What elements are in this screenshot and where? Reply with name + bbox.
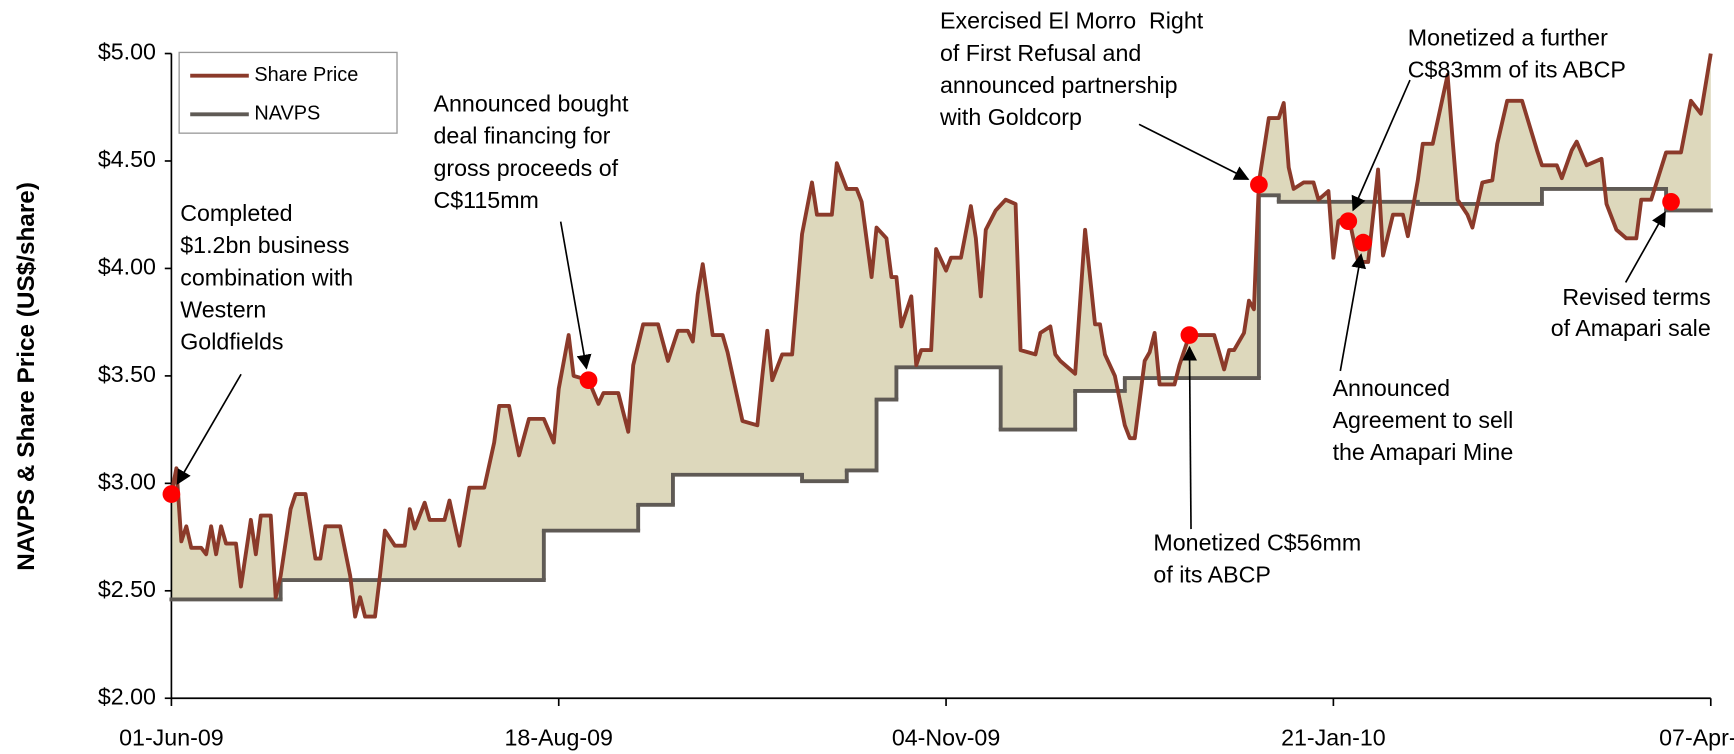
- y-tick-label: $3.00: [98, 468, 156, 494]
- legend-label: NAVPS: [254, 103, 320, 125]
- x-tick-label: 04-Nov-09: [892, 724, 1000, 750]
- annotation-arrow: [1339, 253, 1367, 372]
- annotation: Announced Agreement to sell the Amapari Mi…: [1333, 233, 1514, 465]
- x-tick-label: 21-Jan-10: [1281, 724, 1386, 750]
- x-tick-label: 18-Aug-09: [505, 724, 613, 750]
- y-axis-title: NAVPS & Share Price (US$/share): [13, 182, 40, 571]
- annotation-text: of First Refusal and: [940, 40, 1141, 66]
- annotation-arrow: [1351, 79, 1411, 212]
- share-price-line: [169, 53, 1713, 619]
- annotation-arrow: [1182, 345, 1198, 530]
- legend: Share Price NAVPS: [178, 51, 398, 134]
- y-tick-label: $4.00: [98, 254, 156, 280]
- x-tick-label: 01-Jun-09: [119, 724, 224, 750]
- y-tick-label: $5.00: [98, 39, 156, 65]
- annotation-text: deal financing for: [433, 123, 610, 149]
- event-marker: [1354, 233, 1373, 252]
- annotation-text: combination with: [180, 264, 353, 290]
- event-marker: [579, 371, 598, 390]
- y-tick-label: $4.50: [98, 146, 156, 172]
- event-marker: [1662, 192, 1680, 211]
- annotation-text: C$115mm: [433, 187, 538, 213]
- annotation: Monetized a further C$83mm of its ABCP: [1339, 24, 1626, 231]
- annotation-text: Western: [180, 296, 266, 322]
- y-tick-label: $3.50: [98, 361, 156, 387]
- event-marker: [1339, 212, 1358, 231]
- annotation: Exercised El Morro Right of First Refusal…: [939, 8, 1268, 194]
- annotation-text: the Amapari Mine: [1333, 439, 1514, 465]
- annotation-arrow: [176, 373, 242, 485]
- annotation-text: Completed: [180, 200, 292, 226]
- annotation-text: Revised terms: [1562, 284, 1710, 310]
- annotation-text: of Amapari sale: [1551, 315, 1711, 341]
- annotation: Announced bought deal financing for gross …: [433, 91, 629, 390]
- annotation-arrow: [1138, 123, 1250, 180]
- annotation-text: Announced bought: [433, 91, 629, 117]
- event-marker: [1250, 175, 1268, 194]
- annotation: Monetized C$56mm of its ABCP: [1153, 326, 1361, 588]
- y-tick-label: $2.50: [98, 576, 156, 602]
- annotation-text: Announced: [1333, 375, 1451, 401]
- annotation-arrow: [559, 221, 592, 370]
- event-marker: [1180, 326, 1199, 344]
- annotation: Completed $1.2bn business combination with…: [162, 200, 353, 503]
- legend-label: Share Price: [254, 64, 358, 86]
- x-tick-label: 07-Apr-10: [1659, 724, 1734, 750]
- annotation-text: C$83mm of its ABCP: [1408, 56, 1626, 82]
- annotation-text: Agreement to sell: [1333, 407, 1514, 433]
- annotation-text: $1.2bn business: [180, 232, 349, 258]
- annotation-text: Exercised El Morro Right: [940, 8, 1204, 34]
- annotation-text: Goldfields: [180, 328, 283, 354]
- annotation-text: Monetized a further: [1408, 24, 1608, 50]
- legend-box: [178, 51, 398, 134]
- annotation-text: with Goldcorp: [939, 104, 1082, 130]
- annotation-arrow: [1624, 211, 1666, 283]
- annotation-text: of its ABCP: [1153, 562, 1270, 588]
- annotation-text: announced partnership: [940, 72, 1178, 98]
- spread-fill: [171, 53, 1711, 617]
- annotation-text: gross proceeds of: [433, 155, 618, 181]
- event-marker: [162, 485, 181, 503]
- annotation-text: Monetized C$56mm: [1153, 530, 1361, 556]
- annotation: Revised terms of Amapari sale: [1551, 192, 1711, 341]
- y-tick-label: $2.00: [98, 683, 156, 709]
